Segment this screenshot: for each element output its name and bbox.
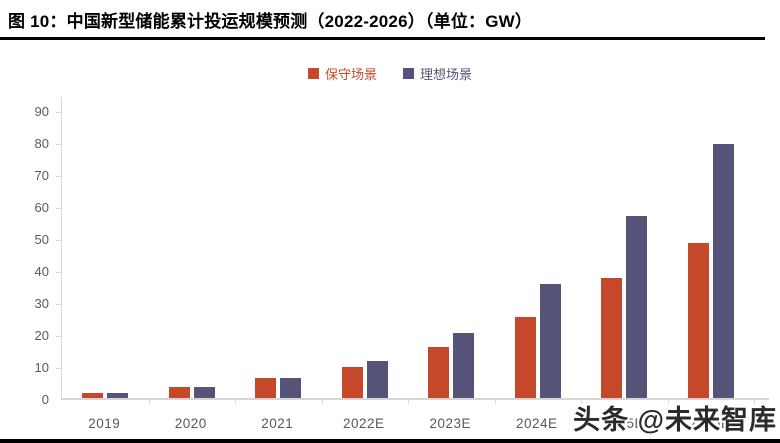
- x-axis-label: 2020: [174, 416, 207, 431]
- bar: [193, 387, 215, 398]
- y-tick-mark: [56, 208, 61, 209]
- bar: [687, 242, 709, 398]
- chart-legend: 保守场景 理想场景: [0, 64, 780, 83]
- bar-group: [235, 97, 322, 398]
- y-tick-mark: [56, 272, 61, 273]
- y-axis: 0 10 20 30 40 50 60 70 80 90: [0, 97, 55, 407]
- figure-title: 图 10：中国新型储能累计投运规模预测（2022-2026）（单位：GW）: [8, 12, 533, 31]
- y-tick-label: 90: [34, 104, 49, 119]
- x-axis-label: 2021: [261, 416, 294, 431]
- bar: [601, 277, 623, 398]
- x-tick-mark: [235, 400, 236, 404]
- watermark: 头条 @未来智库: [573, 405, 777, 435]
- bar: [514, 317, 536, 398]
- bars-container: [62, 97, 754, 398]
- y-tick-label: 0: [41, 392, 49, 407]
- x-tick-mark: [408, 400, 409, 404]
- y-tick-label: 60: [34, 200, 49, 215]
- legend-swatch-icon: [403, 68, 414, 79]
- bar-group: [581, 97, 668, 398]
- x-tick-mark: [148, 400, 150, 404]
- x-axis-label: 2025E: [602, 416, 645, 431]
- bar-group: [149, 97, 236, 398]
- legend-swatch-icon: [307, 68, 319, 79]
- y-tick-label: 40: [34, 264, 49, 279]
- x-tick-mark: [321, 400, 323, 404]
- y-tick-label: 80: [34, 136, 49, 151]
- bar: [428, 346, 450, 398]
- x-tick-mark: [667, 400, 669, 404]
- bar-group: [322, 97, 409, 398]
- bar: [82, 392, 104, 398]
- bar-group: [62, 97, 149, 398]
- y-tick-mark: [56, 144, 61, 145]
- y-tick-mark: [56, 176, 61, 177]
- y-tick-label: 30: [34, 296, 49, 311]
- legend-item: 保守场景: [307, 64, 377, 83]
- x-axis-label: 2022E: [342, 416, 385, 431]
- x-tick-mark: [581, 400, 582, 404]
- bar-group: [408, 97, 495, 398]
- bottom-divider: [0, 439, 780, 443]
- x-axis-label: 2019: [88, 416, 121, 431]
- x-tick-mark: [754, 400, 755, 404]
- x-axis: 2019 2020 2021 2022E 2023E 2024E 2025E 2026E: [61, 416, 753, 431]
- bar: [280, 378, 302, 398]
- bar: [107, 392, 129, 398]
- bar: [341, 367, 363, 398]
- x-axis-label: 2023E: [429, 416, 472, 431]
- y-tick-mark: [56, 368, 61, 369]
- x-axis-label: 2026E: [688, 416, 731, 431]
- bar: [453, 333, 475, 398]
- y-tick-mark: [56, 336, 61, 337]
- bar-group: [495, 97, 582, 398]
- x-axis-label: 2024E: [515, 416, 558, 431]
- y-tick-label: 70: [34, 168, 49, 183]
- y-tick-label: 20: [34, 328, 49, 343]
- x-tick-mark: [494, 400, 496, 404]
- y-tick-mark: [56, 240, 61, 241]
- bar: [626, 215, 648, 398]
- y-tick-mark: [56, 304, 61, 305]
- legend-label: 理想场景: [420, 67, 473, 82]
- bar: [255, 378, 277, 398]
- title-underline: [0, 37, 765, 40]
- legend-label: 保守场景: [324, 67, 377, 82]
- bar: [539, 284, 561, 398]
- legend-item: 理想场景: [403, 64, 472, 83]
- bar-group: [668, 97, 755, 398]
- bar: [168, 387, 190, 398]
- bar: [712, 143, 734, 398]
- bar: [366, 361, 388, 398]
- plot-area: [56, 97, 769, 404]
- y-tick-label: 10: [34, 360, 49, 375]
- y-tick-mark: [56, 112, 61, 113]
- y-tick-label: 50: [34, 232, 49, 247]
